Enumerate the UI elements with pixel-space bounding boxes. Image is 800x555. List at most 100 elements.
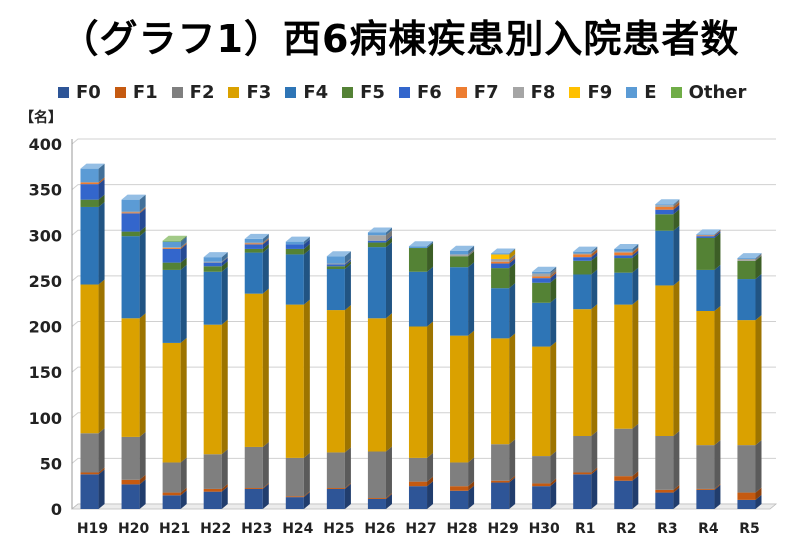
bar-segment-side <box>673 199 680 206</box>
bar-segment <box>614 299 639 429</box>
bar-segment-side <box>714 305 721 446</box>
legend-swatch <box>398 86 410 98</box>
bar-segment-front <box>244 244 263 249</box>
bar-segment-front <box>367 247 386 319</box>
bar-segment <box>573 269 598 310</box>
bar-segment <box>326 261 351 270</box>
bar-segment-side <box>262 288 269 447</box>
bar-segment-front <box>203 491 222 509</box>
bar-segment-side <box>385 313 392 452</box>
bar-segment-front <box>491 338 510 445</box>
bar-segment-front <box>737 258 756 261</box>
bar-segment-front <box>491 261 510 264</box>
bar-top <box>532 266 557 272</box>
bar-segment-side <box>344 264 351 311</box>
bar-segment-front <box>491 482 510 509</box>
x-tick-label: H20 <box>118 521 149 537</box>
bar-segment-side <box>344 305 351 453</box>
bar-segment <box>162 242 187 249</box>
bar-segment-side <box>98 163 105 183</box>
bar-segment-front <box>80 433 99 473</box>
bar-column <box>532 266 557 509</box>
bar-segment <box>573 246 598 254</box>
bar-segment <box>285 452 310 497</box>
bar-column <box>244 233 269 509</box>
bar-segment-side <box>385 237 392 248</box>
bar-column <box>655 199 680 509</box>
bar-segment <box>203 261 228 272</box>
bar-segment-side <box>673 484 680 493</box>
legend-swatch <box>626 86 638 98</box>
bar-segment <box>285 249 310 305</box>
bar-segment <box>162 257 187 270</box>
x-tick-label: R2 <box>616 521 637 537</box>
bar-segment <box>408 266 434 327</box>
bar-segment-front <box>532 486 551 509</box>
bar-segment <box>573 431 598 473</box>
bar-segment <box>614 250 639 259</box>
bar-segment-side <box>427 476 434 487</box>
bar-segment <box>696 264 721 311</box>
bar-segment-side <box>468 330 475 463</box>
bar-top <box>655 199 680 205</box>
bar-segment-front <box>285 244 304 249</box>
bar-segment <box>532 277 557 303</box>
bar-segment-front <box>450 254 469 257</box>
bar-segment-side <box>180 337 187 463</box>
bar-segment <box>614 246 639 253</box>
bar-segment-side <box>427 241 434 249</box>
bar-segment-side <box>180 235 187 242</box>
bar-segment-front <box>655 206 674 210</box>
bar-segment-front <box>367 232 386 236</box>
bar-segment <box>655 199 680 206</box>
bar-segment-front <box>655 205 674 207</box>
bar-segment-front <box>203 488 222 492</box>
bar-segment <box>162 487 187 496</box>
bar-segment <box>203 319 228 455</box>
x-tick-label: H28 <box>446 521 477 537</box>
legend-swatch <box>114 86 126 98</box>
bar-segment-front <box>408 457 428 482</box>
bar-segment <box>408 476 434 487</box>
y-tick-label: 200 <box>29 318 62 337</box>
bar-segment <box>655 487 680 509</box>
bar-segment <box>573 469 598 509</box>
bar-segment-side <box>714 484 721 509</box>
bar-segment-side <box>180 243 187 249</box>
y-tick-label: 250 <box>29 272 62 291</box>
bar-segment <box>367 235 392 243</box>
bar-segment-front <box>203 324 222 455</box>
bar-segment-side <box>139 474 146 485</box>
legend-label: E <box>644 81 657 103</box>
bar-segment-side <box>262 483 269 509</box>
y-axis-unit-label: 【名】 <box>20 109 62 126</box>
bar-segment-side <box>632 243 639 252</box>
bar-segment <box>367 313 392 452</box>
bar-segment <box>532 297 557 347</box>
bar-segment-side <box>673 225 680 286</box>
bar-segment-front <box>285 254 304 305</box>
bar-segment <box>737 253 762 259</box>
bar-segment-side <box>98 469 105 509</box>
bar-top <box>408 241 434 247</box>
bar-segment <box>203 483 228 492</box>
bar-segment-front <box>450 335 469 463</box>
bar-segment <box>696 305 721 446</box>
bar-segment-front <box>326 256 345 264</box>
bar-top <box>121 194 146 200</box>
bar-column <box>285 236 310 509</box>
bar-column <box>614 243 639 509</box>
x-tick-label: H24 <box>282 521 313 537</box>
bar-segment-front <box>285 248 304 255</box>
bar-segment <box>491 253 516 262</box>
bar-segment-front <box>162 248 181 263</box>
bar-segment-side <box>550 277 557 303</box>
bar-top <box>203 252 228 258</box>
bar-segment-front <box>121 199 140 212</box>
bar-segment-side <box>632 246 639 253</box>
bar-segment-side <box>632 267 639 305</box>
bar-segment <box>162 490 187 509</box>
bar-segment <box>121 231 146 319</box>
bar-segment-side <box>344 259 351 267</box>
y-tick-label: 50 <box>40 454 62 473</box>
